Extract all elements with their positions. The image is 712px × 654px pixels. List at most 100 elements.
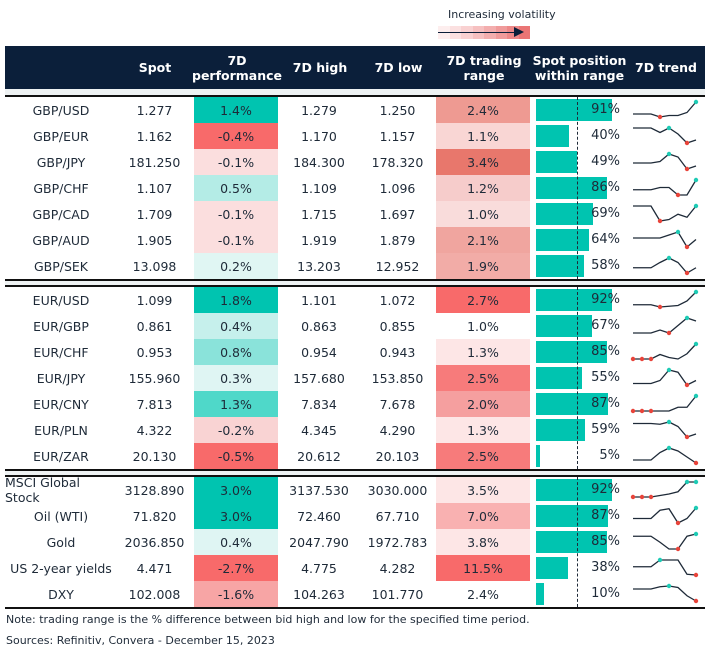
low-value: 1972.783 bbox=[367, 534, 428, 550]
high-value: 1.170 bbox=[301, 128, 337, 144]
spot-value: 181.250 bbox=[128, 154, 181, 170]
position-bar bbox=[536, 203, 594, 225]
range-cell: 1.3% bbox=[436, 339, 530, 365]
col-range: 7D trading range bbox=[446, 52, 522, 83]
performance-cell: -0.5% bbox=[194, 443, 278, 469]
group-top-border bbox=[5, 285, 705, 287]
low-value: 101.770 bbox=[371, 586, 424, 602]
row-label: EUR/PLN bbox=[34, 422, 88, 438]
trend-line bbox=[633, 447, 697, 464]
position-label: 38% bbox=[591, 560, 620, 575]
performance-cell: 3.0% bbox=[194, 503, 278, 529]
trend-sparkline bbox=[633, 177, 699, 198]
low-value: 1.096 bbox=[379, 180, 416, 196]
group-bottom-border bbox=[5, 279, 705, 281]
trend-low-marker bbox=[630, 494, 636, 500]
col-high: 7D high bbox=[292, 60, 348, 75]
low-value: 1.250 bbox=[379, 102, 416, 118]
table-row: GBP/USD 1.277 1.4% 1.279 1.250 2.4% 91% bbox=[5, 97, 705, 123]
high-value: 72.460 bbox=[297, 508, 341, 524]
trend-low-marker bbox=[693, 572, 699, 578]
trend-sparkline bbox=[633, 125, 697, 146]
trend-sparkline bbox=[633, 419, 697, 440]
performance-cell: 0.8% bbox=[194, 339, 278, 365]
table-row: EUR/JPY 155.960 0.3% 157.680 153.850 2.5% 55% bbox=[5, 365, 705, 391]
low-value: 12.952 bbox=[375, 258, 420, 274]
position-label: 10% bbox=[591, 586, 620, 601]
performance-cell: 0.4% bbox=[194, 313, 278, 339]
performance-cell: 0.2% bbox=[194, 253, 278, 279]
trend-line bbox=[633, 179, 697, 196]
row-label: GBP/CAD bbox=[32, 206, 90, 222]
table-row: EUR/PLN 4.322 -0.2% 4.345 4.290 1.3% 59% bbox=[5, 417, 705, 443]
trend-line bbox=[633, 559, 697, 576]
high-value: 184.300 bbox=[293, 154, 345, 170]
position-bar bbox=[536, 505, 609, 527]
position-bar bbox=[536, 177, 608, 199]
spot-value: 1.162 bbox=[136, 128, 173, 144]
position-bar bbox=[536, 531, 607, 553]
position-label: 49% bbox=[591, 154, 620, 169]
table-row: Oil (WTI) 71.820 3.0% 72.460 67.710 7.0% 87% bbox=[5, 503, 705, 529]
position-bar bbox=[536, 125, 570, 147]
trend-line bbox=[633, 205, 697, 222]
position-bar bbox=[536, 557, 568, 579]
trend-sparkline bbox=[633, 557, 699, 578]
high-value: 4.775 bbox=[301, 560, 337, 576]
high-value: 1.109 bbox=[301, 180, 337, 196]
spot-value: 13.098 bbox=[132, 258, 177, 274]
table-row: GBP/EUR 1.162 -0.4% 1.170 1.157 1.1% 40% bbox=[5, 123, 705, 149]
position-label: 85% bbox=[591, 344, 620, 359]
trend-high-marker bbox=[693, 505, 699, 511]
arrow-right-icon bbox=[438, 32, 516, 33]
position-bar bbox=[536, 151, 577, 173]
group-bottom-border bbox=[5, 607, 705, 609]
trend-high-marker bbox=[657, 557, 663, 563]
trend-sparkline bbox=[633, 203, 699, 224]
table-row: DXY 102.008 -1.6% 104.263 101.770 2.4% 10% bbox=[5, 581, 705, 607]
position-bar bbox=[536, 341, 607, 363]
row-label: GBP/JPY bbox=[36, 154, 86, 170]
high-value: 3137.530 bbox=[289, 482, 349, 498]
range-cell: 2.0% bbox=[436, 391, 530, 417]
trend-sparkline bbox=[633, 583, 699, 604]
table-row: MSCI Global Stock 3128.890 3.0% 3137.530 303… bbox=[5, 475, 705, 505]
trend-low-marker bbox=[684, 382, 690, 388]
range-cell: 2.5% bbox=[436, 365, 530, 391]
trend-sparkline bbox=[633, 531, 699, 552]
trend-sparkline bbox=[633, 367, 697, 388]
trend-high-marker bbox=[666, 255, 672, 261]
table-row: GBP/JPY 181.250 -0.1% 184.300 178.320 3.4% 49% bbox=[5, 149, 705, 175]
position-label: 5% bbox=[599, 448, 620, 463]
position-label: 86% bbox=[591, 180, 620, 195]
trend-high-marker bbox=[693, 393, 699, 399]
spot-value: 71.820 bbox=[132, 508, 177, 524]
trend-high-marker bbox=[666, 151, 672, 157]
high-value: 13.203 bbox=[297, 258, 341, 274]
trend-line bbox=[633, 585, 697, 602]
col-spot: Spot bbox=[138, 60, 172, 75]
trend-high-marker bbox=[666, 445, 672, 451]
group-top-border bbox=[5, 95, 705, 97]
spot-value: 3128.890 bbox=[124, 482, 185, 498]
trend-high-marker bbox=[666, 125, 672, 131]
high-value: 20.612 bbox=[297, 448, 341, 464]
col-low: 7D low bbox=[374, 60, 423, 75]
trend-low-marker bbox=[630, 408, 636, 414]
spot-value: 4.471 bbox=[136, 560, 173, 576]
range-midpoint-line bbox=[577, 477, 578, 607]
trend-low-marker bbox=[630, 356, 636, 362]
trend-high-marker bbox=[666, 419, 672, 425]
trend-sparkline bbox=[633, 99, 699, 120]
col-position: Spot position within range bbox=[532, 52, 627, 83]
range-midpoint-line bbox=[577, 97, 578, 279]
trend-low-marker bbox=[648, 494, 654, 500]
row-label: EUR/USD bbox=[32, 292, 90, 308]
trend-sparkline bbox=[630, 479, 699, 500]
row-label: EUR/GBP bbox=[33, 318, 89, 334]
low-value: 1.879 bbox=[379, 232, 416, 248]
trend-high-marker bbox=[666, 367, 672, 373]
spot-value: 0.953 bbox=[136, 344, 173, 360]
trend-low-marker bbox=[648, 408, 654, 414]
trend-low-marker bbox=[675, 520, 681, 526]
